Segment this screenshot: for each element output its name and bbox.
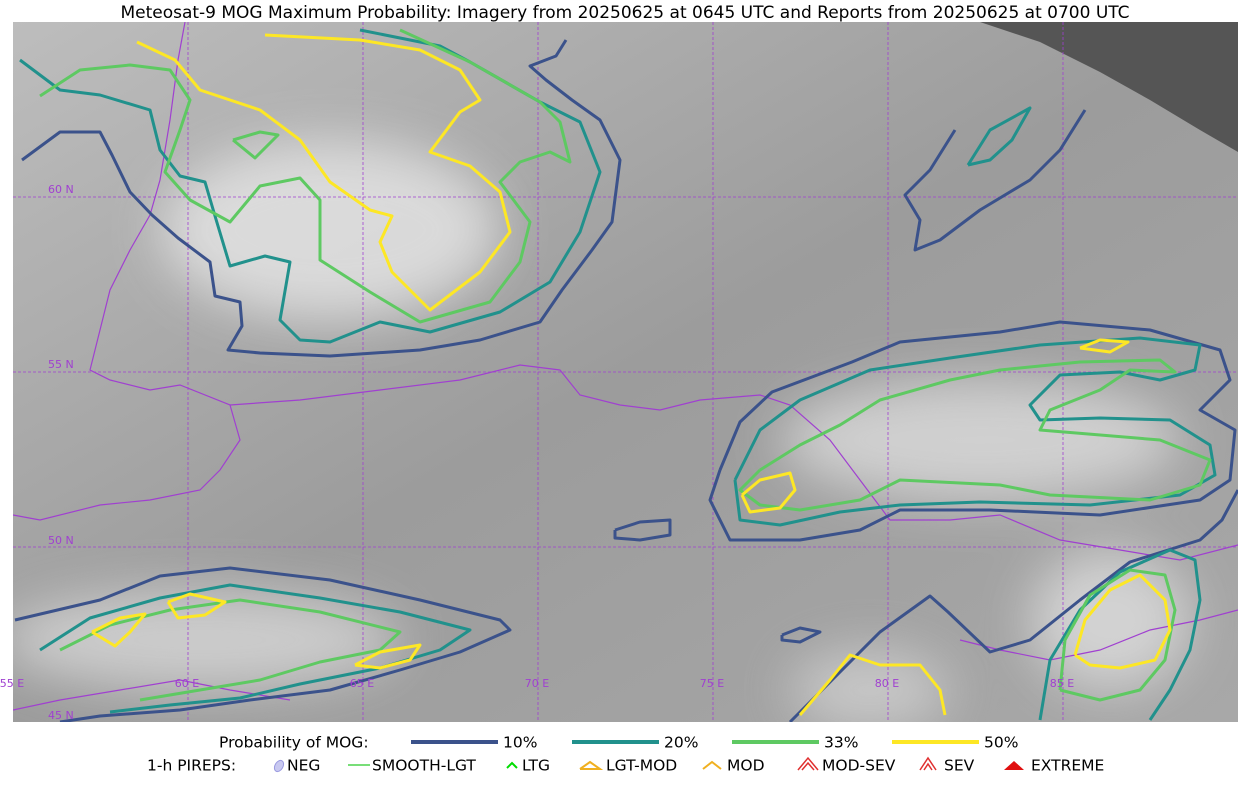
pirep-icon <box>506 761 518 769</box>
legend-item: MOD-SEV <box>822 757 896 775</box>
pirep-icon <box>923 762 933 771</box>
legend-item: SEV <box>944 757 975 775</box>
legend-item: 20% <box>664 734 698 752</box>
title: Meteosat-9 MOG Maximum Probability: Imag… <box>120 3 1129 23</box>
pirep-icon <box>919 756 937 771</box>
legend-pireps: 1-h PIREPS: NEG SMOOTH-LGT LTG LGT-MOD M… <box>147 757 1104 775</box>
lon-label: 75 E <box>700 677 724 690</box>
map <box>13 22 1238 722</box>
legend-item: 33% <box>824 734 858 752</box>
lat-label: 55 N <box>48 358 74 371</box>
lon-labels: 55 E 60 E 65 E 70 E 75 E 80 E 85 E <box>0 677 1074 690</box>
legend-item: MOD <box>727 757 765 775</box>
pirep-icon <box>579 760 604 770</box>
legend-item: LGT-MOD <box>606 757 677 775</box>
lat-labels: 60 N 55 N 50 N 45 N <box>48 183 74 722</box>
contours-10 <box>14 39 1238 722</box>
legend-item: 50% <box>984 734 1018 752</box>
legend-label: 1-h PIREPS: <box>147 757 236 775</box>
lat-label: 60 N <box>48 183 74 196</box>
pirep-icon <box>797 756 819 771</box>
graticule <box>13 22 1238 722</box>
contours-20 <box>19 28 1217 721</box>
contours-50 <box>91 33 1172 716</box>
lon-label: 55 E <box>0 677 24 690</box>
cloud-brightness <box>13 140 1190 722</box>
pirep-icon <box>801 761 815 771</box>
legend-probability: Probability of MOG: 10% 20% 33% 50% <box>219 734 1018 752</box>
no-data-region <box>980 22 1238 152</box>
legend-item: 10% <box>503 734 537 752</box>
lat-label: 45 N <box>48 709 74 722</box>
lat-label: 50 N <box>48 534 74 547</box>
legend-label: Probability of MOG: <box>219 734 369 752</box>
legend-item: LTG <box>522 757 550 775</box>
pirep-icon <box>702 760 722 770</box>
lon-label: 70 E <box>525 677 549 690</box>
lon-label: 85 E <box>1050 677 1074 690</box>
lon-label: 65 E <box>350 677 374 690</box>
contours-33 <box>39 28 1212 702</box>
lon-label: 80 E <box>875 677 899 690</box>
legend-item: EXTREME <box>1031 757 1104 775</box>
lon-label: 60 E <box>175 677 199 690</box>
pirep-icon <box>273 759 285 773</box>
legend-item: SMOOTH-LGT <box>372 757 476 775</box>
pirep-icon <box>1004 761 1024 770</box>
legend-item: NEG <box>287 757 320 775</box>
